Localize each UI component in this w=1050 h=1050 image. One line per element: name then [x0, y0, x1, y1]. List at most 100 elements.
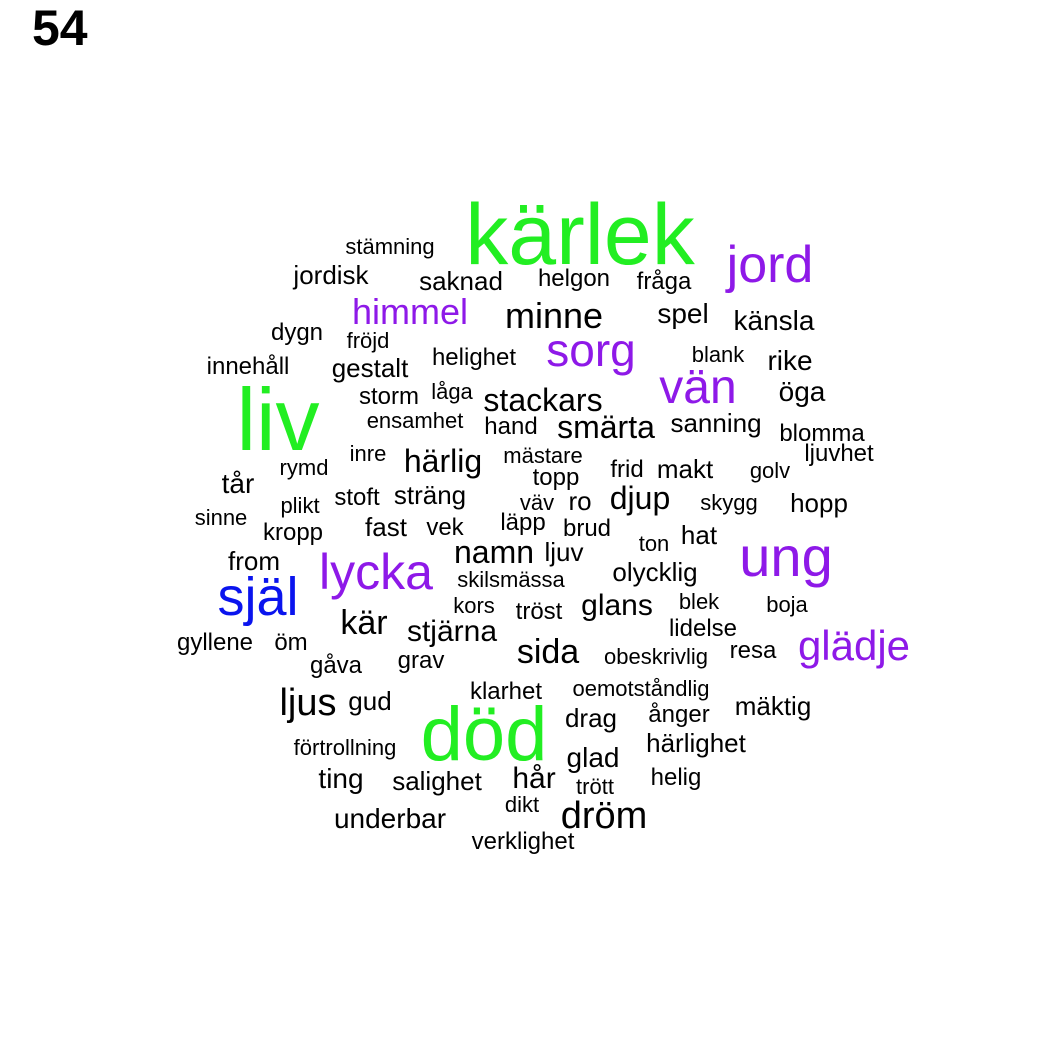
word-inre: inre	[349, 441, 387, 466]
word-karlek: kärlek	[465, 187, 695, 283]
word-dygn: dygn	[270, 319, 324, 346]
word-sanning: sanning	[670, 408, 762, 438]
word-har: hår	[512, 762, 556, 795]
word-van: vän	[659, 361, 737, 414]
word-drag: drag	[564, 703, 618, 733]
word-skilsmassa: skilsmässa	[457, 567, 565, 592]
word-smarta: smärta	[557, 409, 655, 445]
word-maktig: mäktig	[734, 691, 812, 721]
word-lidelse: lidelse	[668, 615, 738, 642]
word-ljus: ljus	[279, 682, 337, 724]
word-trost: tröst	[515, 598, 563, 625]
word-makt: makt	[656, 454, 714, 484]
word-grav: grav	[397, 647, 445, 674]
word-blank: blank	[691, 342, 745, 367]
word-vav: väv	[519, 490, 555, 515]
word-laga: låga	[431, 379, 473, 404]
word-helighet: helighet	[431, 344, 517, 371]
word-oemotstandlig: oemotståndlig	[572, 676, 710, 701]
word-saknad: saknad	[419, 266, 503, 296]
word-frid: frid	[610, 456, 644, 483]
word-harlighet: härlighet	[646, 728, 746, 758]
word-rymd: rymd	[279, 455, 329, 480]
word-mastare: mästare	[503, 443, 583, 468]
word-lycka: lycka	[319, 544, 433, 600]
word-liv: liv	[236, 370, 320, 469]
word-fast: fast	[365, 512, 407, 542]
word-innehall: innehåll	[206, 353, 290, 380]
word-blek: blek	[678, 589, 720, 614]
word-gud: gud	[348, 686, 392, 716]
word-sinne: sinne	[194, 505, 248, 530]
word-tar: tår	[221, 468, 255, 499]
word-stamning: stämning	[345, 234, 435, 259]
word-djup: djup	[609, 480, 671, 516]
word-oga: öga	[778, 376, 826, 407]
word-kropp: kropp	[262, 519, 324, 546]
word-gladje: glädje	[797, 622, 911, 669]
word-drom: dröm	[560, 795, 648, 837]
word-golv: golv	[749, 458, 791, 483]
word-strang: sträng	[393, 480, 467, 510]
word-stjarna: stjärna	[406, 615, 498, 648]
page-number: 54	[32, 0, 88, 56]
word-underbar: underbar	[333, 803, 447, 834]
word-harlig: härlig	[403, 443, 483, 479]
word-dikt: dikt	[504, 792, 540, 817]
word-lapp: läpp	[500, 509, 546, 536]
word-gyllene: gyllene	[176, 629, 254, 656]
word-plikt: plikt	[280, 493, 320, 518]
word-kar: kär	[340, 604, 388, 642]
word-sorg: sorg	[546, 324, 636, 376]
word-ljuv: ljuv	[544, 537, 584, 567]
word-stoft: stoft	[334, 484, 380, 511]
word-stackars: stackars	[483, 382, 603, 418]
word-namn: namn	[453, 534, 535, 570]
word-ung: ung	[739, 525, 833, 588]
word-ro: ro	[568, 486, 592, 516]
word-glad: glad	[566, 742, 620, 773]
word-hopp: hopp	[790, 488, 848, 518]
word-vek: vek	[426, 514, 464, 541]
word-hand: hand	[484, 413, 538, 440]
word-salighet: salighet	[392, 766, 482, 796]
word-spel: spel	[657, 298, 709, 329]
word-skygg: skygg	[700, 490, 758, 515]
word-blomma: blomma	[779, 420, 865, 447]
word-from: from	[228, 546, 280, 576]
word-kors: kors	[453, 593, 495, 618]
word-hat: hat	[680, 520, 718, 550]
word-minne: minne	[504, 295, 604, 336]
word-jord: jord	[726, 236, 814, 294]
word-gava: gåva	[309, 652, 363, 679]
word-dod: död	[420, 692, 548, 777]
word-om: öm	[274, 629, 308, 656]
word-klarhet: klarhet	[469, 678, 543, 705]
word-kansla: känsla	[733, 305, 815, 336]
word-trott: trött	[576, 774, 614, 799]
word-verklighet: verklighet	[471, 828, 575, 855]
word-glans: glans	[581, 589, 653, 622]
word-gestalt: gestalt	[331, 353, 409, 383]
word-brud: brud	[562, 515, 612, 542]
word-ensamhet: ensamhet	[366, 408, 464, 433]
word-himmel: himmel	[351, 291, 469, 332]
word-obeskrivlig: obeskrivlig	[604, 644, 708, 669]
word-topp: topp	[532, 464, 580, 491]
word-resa: resa	[729, 637, 777, 664]
word-anger: ånger	[648, 701, 710, 728]
word-ting: ting	[318, 763, 364, 794]
word-sida: sida	[516, 633, 580, 671]
word-ton: ton	[638, 531, 670, 556]
word-fortrollning: förtrollning	[293, 735, 397, 760]
word-storm: storm	[359, 383, 419, 410]
word-helig: helig	[650, 764, 702, 791]
word-rike: rike	[767, 345, 813, 376]
word-boja: boja	[766, 592, 808, 617]
word-helgon: helgon	[537, 265, 611, 292]
word-olycklig: olycklig	[612, 557, 698, 587]
word-fraga: fråga	[636, 268, 692, 295]
word-frojd: fröjd	[346, 328, 390, 353]
word-sjal: själ	[217, 567, 299, 627]
